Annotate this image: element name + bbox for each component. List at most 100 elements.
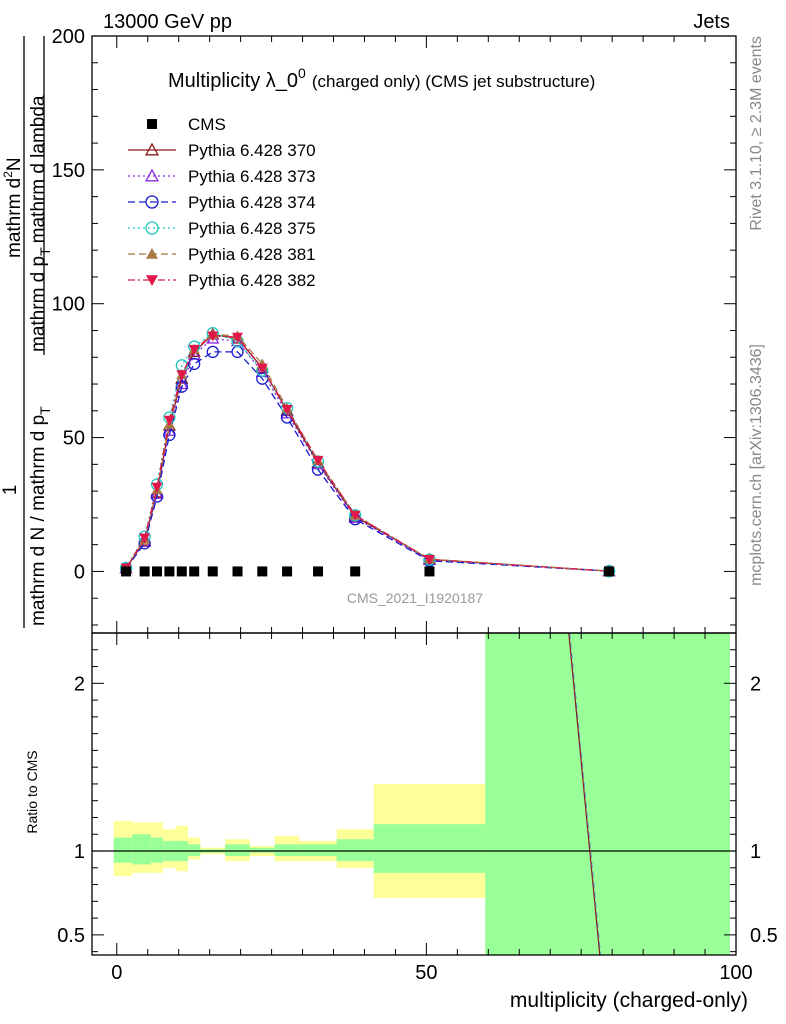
rivet-label: Rivet 3.1.10, ≥ 2.3M events <box>748 36 765 231</box>
y-label-den-pt-sub: T <box>37 247 53 256</box>
y-label-den-a: mathrm d N / mathrm d p <box>28 415 49 626</box>
data-point-6 <box>139 533 151 544</box>
data-point-0 <box>164 566 175 577</box>
ratio-y-tick-label: 0.5 <box>57 925 85 947</box>
y-label-den-lambda: mathrm d lambda <box>28 95 49 243</box>
y-label-den-a-sub: T <box>37 406 53 415</box>
data-point-0 <box>139 566 150 577</box>
legend-label: Pythia 6.428 381 <box>188 245 316 264</box>
data-point-0 <box>350 566 361 577</box>
series-line-3 <box>125 351 610 572</box>
y-label-num-N: N <box>4 157 25 171</box>
ratio-band-inner <box>274 844 300 857</box>
y-tick-label: 100 <box>52 294 85 316</box>
title-sup: 0 <box>298 65 306 81</box>
data-point-6 <box>256 363 268 374</box>
data-point-6 <box>312 455 324 466</box>
title-suffix: (charged only) (CMS jet substructure) <box>312 72 595 91</box>
data-point-3 <box>163 428 176 442</box>
legend-marker <box>147 119 157 129</box>
y-label-den-pt: mathrm d p <box>28 256 49 352</box>
legend-marker <box>144 168 160 182</box>
chart-title: Multiplicity λ_00 (charged only) (CMS jet… <box>168 65 595 92</box>
y-label-inner-den: mathrm d pTmathrm d lambda <box>28 95 53 352</box>
legend-label: Pythia 6.428 374 <box>188 193 316 212</box>
data-point-0 <box>282 566 293 577</box>
ratio-band-inner <box>336 839 374 862</box>
y-label-num-d: mathrm d <box>4 178 25 258</box>
ratio-panel: 0 50 100 0.5 0.5 1 1 2 2 <box>57 632 778 984</box>
ratio-y-label: Ratio to CMS <box>24 750 40 833</box>
y-label-num-sup: 2 <box>1 171 15 178</box>
y-axis-label: 1 mathrm d N / mathrm d pT mathrm d2N ma… <box>0 36 53 628</box>
series-line-6 <box>125 335 610 572</box>
x-axis-label: multiplicity (charged-only) <box>510 989 748 1012</box>
data-point-0 <box>121 566 132 577</box>
data-point-0 <box>189 566 200 577</box>
header-right: Jets <box>693 11 730 33</box>
ratio-y-tick-label: 2 <box>74 673 85 695</box>
data-point-6 <box>281 405 293 415</box>
y-label-inner-num: mathrm d2N <box>1 157 25 258</box>
ratio-band-inner <box>485 633 730 955</box>
legend-marker <box>145 195 159 209</box>
legend-label: Pythia 6.428 375 <box>188 219 316 238</box>
y-label-numerator: 1 <box>0 485 21 496</box>
main-frame <box>91 35 737 634</box>
ratio-band-inner <box>299 844 337 857</box>
ratio-band-inner <box>249 847 275 853</box>
y-tick-label: 0 <box>74 561 85 583</box>
legend-label: Pythia 6.428 370 <box>188 141 316 160</box>
ratio-y-tick-label-right: 0.5 <box>750 925 778 947</box>
data-point-0 <box>424 566 435 577</box>
data-point-0 <box>313 566 324 577</box>
data-point-6 <box>232 332 244 343</box>
ratio-band-inner <box>225 844 250 857</box>
data-point-6 <box>188 344 200 355</box>
mcplots-label: mcplots.cern.ch [arXiv:1306.3436] <box>748 344 765 586</box>
ratio-band-inner <box>113 837 133 863</box>
x-tick-label: 0 <box>111 962 122 984</box>
data-point-0 <box>604 566 615 577</box>
y-label-denominator: mathrm d N / mathrm d pT <box>28 406 53 626</box>
x-tick-label: 100 <box>719 962 752 984</box>
x-tick-label: 50 <box>415 962 437 984</box>
watermark: CMS_2021_I1920187 <box>347 590 483 606</box>
legend: CMS Pythia 6.428 370 Pythia 6.428 373 Pythi… <box>128 115 316 290</box>
data-point-0 <box>232 566 243 577</box>
y-tick-label: 150 <box>52 160 85 182</box>
data-point-0 <box>207 566 218 577</box>
legend-marker <box>146 248 158 259</box>
ratio-y-tick-label: 1 <box>74 841 85 863</box>
ratio-band-inner <box>132 834 151 865</box>
data-point-6 <box>163 415 175 426</box>
legend-marker <box>144 142 160 156</box>
data-point-3 <box>188 357 201 371</box>
ratio-band-inner <box>150 837 164 863</box>
data-point-6 <box>176 370 188 381</box>
legend-marker <box>146 275 158 286</box>
data-point-6 <box>207 331 219 342</box>
legend-label: CMS <box>188 115 226 134</box>
legend-label: Pythia 6.428 373 <box>188 167 316 186</box>
y-tick-label: 200 <box>52 26 85 48</box>
legend-marker <box>145 221 159 235</box>
data-point-0 <box>257 566 268 577</box>
data-point-0 <box>176 566 187 577</box>
title-main: Multiplicity λ_0 <box>168 70 298 92</box>
series-line-5 <box>125 333 610 572</box>
y-tick-label: 50 <box>63 428 85 450</box>
legend-label: Pythia 6.428 382 <box>188 271 316 290</box>
data-point-3 <box>175 380 188 393</box>
ratio-band-inner <box>187 844 201 857</box>
ratio-series-line-2 <box>569 632 602 956</box>
ratio-series-line <box>568 632 601 956</box>
header-left: 13000 GeV pp <box>103 11 232 33</box>
main-panel: 0 50 100 150 200 <box>52 26 737 634</box>
data-point-0 <box>152 566 163 577</box>
data-point-6 <box>423 554 435 565</box>
data-point-3 <box>206 345 219 359</box>
series-line-2 <box>125 337 610 572</box>
ratio-band-inner <box>373 824 486 873</box>
